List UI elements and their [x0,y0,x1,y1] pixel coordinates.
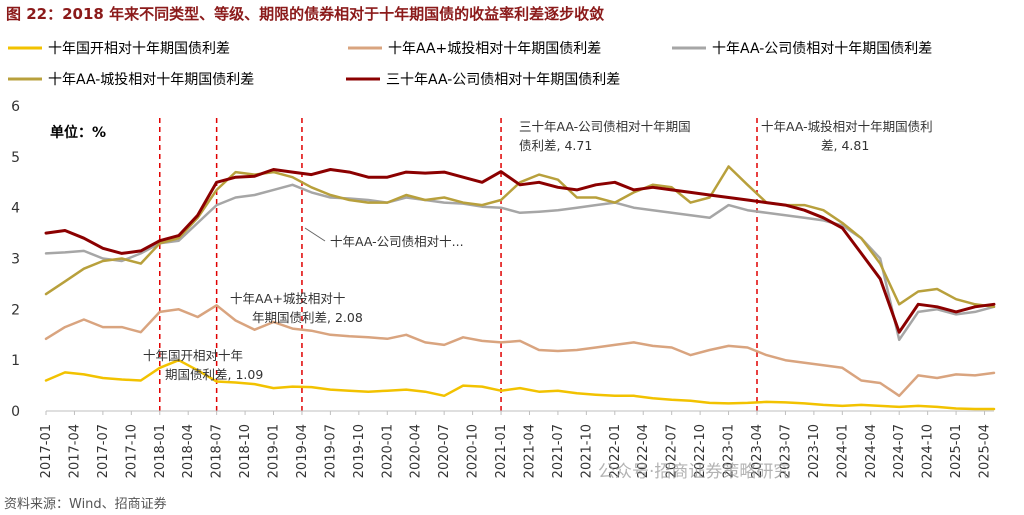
x-tick-label: 2020-07 [437,424,452,478]
annotation-label: 十年AA-公司债相对十... [330,234,464,249]
series-line [44,183,996,342]
x-tick-label: 2019-07 [323,424,338,478]
series-line [44,168,996,334]
x-tick-label: 2021-07 [551,424,566,478]
reference-lines [159,118,758,411]
x-tick-label: 2024-10 [921,424,936,478]
x-tick-label: 2021-10 [579,424,594,478]
x-tick-label: 2022-10 [693,424,708,478]
x-tick-label: 2021-01 [494,424,509,478]
legend: 十年国开相对十年期国债利差 十年AA+城投相对十年期国债利差 十年AA-公司债相对十… [8,41,932,88]
watermark: 公众号·招商证券策略研究 [598,462,791,482]
x-tick-label: 2018-01 [153,424,168,478]
x-tick-label: 2018-07 [210,424,225,478]
x-tick-label: 2019-01 [267,424,282,478]
x-tick-label: 2025-01 [949,424,964,478]
x-tick-label: 2019-10 [352,424,367,478]
x-tick-label: 2022-04 [636,424,651,478]
x-tick-label: 2024-07 [892,424,907,478]
series-lines [44,165,996,411]
x-tick-label: 2020-01 [380,424,395,478]
legend-label: 三十年AA-公司债相对十年期国债利差 [386,72,620,88]
y-tick-label: 3 [11,252,20,268]
y-tick-label: 1 [11,353,20,369]
y-axis: 0 1 2 3 4 5 6 [11,99,20,420]
x-tick-label: 2025-04 [978,424,993,478]
y-tick-label: 0 [11,404,20,420]
annotation-label: 债利差, 4.71 [519,138,592,153]
x-tick-label: 2023-07 [778,424,793,478]
annotation-label: 十年AA+城投相对十 [230,291,345,306]
x-tick-label: 2022-07 [665,424,680,478]
annotation-label: 差, 4.81 [821,138,869,153]
x-tick-label: 2023-04 [750,424,765,478]
series-line [44,304,996,398]
annotation-label: 三十年AA-公司债相对十年期国 [519,119,691,134]
x-tick-label: 2020-10 [466,424,481,478]
annotations: 三十年AA-公司债相对十年期国债利差, 4.71 十年AA-城投相对十年期国债利差… [143,119,933,382]
y-tick-label: 5 [11,150,20,166]
x-tick-label: 2017-10 [124,424,139,478]
source-note: 资料来源：Wind、招商证券 [4,497,167,512]
series-line [44,165,996,309]
legend-label: 十年AA-公司债相对十年期国债利差 [712,41,932,57]
y-tick-label: 4 [11,201,20,217]
x-tick-label: 2024-04 [864,424,879,478]
x-tick-label: 2023-01 [722,424,737,478]
x-tick-label: 2021-04 [522,424,537,478]
x-tick-label: 2019-04 [295,424,310,478]
annotation-label: 年期国债利差, 2.08 [252,310,363,325]
chart-title: 图 22：2018 年来不同类型、等级、期限的债券相对于十年期国债的收益率利差逐… [6,5,605,23]
x-tick-label: 2017-01 [39,424,54,478]
x-tick-label: 2020-04 [409,424,424,478]
x-tick-label: 2024-01 [835,424,850,478]
annotation-label: 期国债利差, 1.09 [165,367,263,382]
annotation-label: 十年国开相对十年 [143,348,243,363]
y-tick-label: 2 [11,302,20,318]
x-tick-label: 2022-01 [608,424,623,478]
series-line [44,358,996,411]
x-tick-label: 2018-10 [238,424,253,478]
legend-label: 十年国开相对十年期国债利差 [48,41,230,57]
annotation-label: 十年AA-城投相对十年期国债利 [761,119,933,134]
x-axis: 2017-01 2017-04 2017-07 2017-10 2018-01 2018-… [39,410,994,478]
y-tick-label: 6 [11,99,20,115]
x-tick-label: 2017-04 [67,424,82,478]
annotation-leader [304,227,326,242]
legend-label: 十年AA+城投相对十年期国债利差 [388,41,601,57]
x-tick-label: 2017-07 [96,424,111,478]
x-tick-label: 2018-04 [181,424,196,478]
x-tick-label: 2023-10 [807,424,822,478]
unit-label: 单位：% [50,124,106,141]
legend-label: 十年AA-城投相对十年期国债利差 [48,72,254,88]
